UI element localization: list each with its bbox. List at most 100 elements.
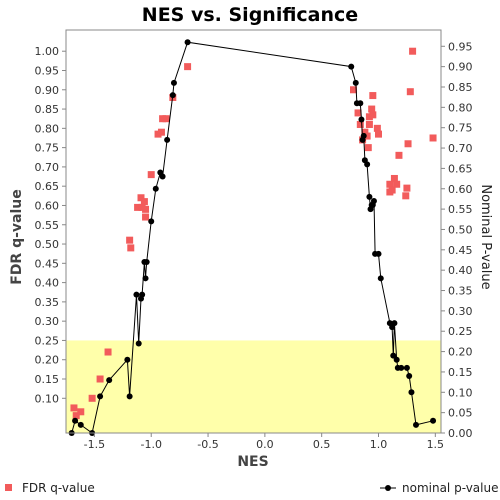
- y-right-tick-label: 0.30: [448, 305, 473, 318]
- nominal-point: [135, 340, 142, 347]
- fdr-point: [375, 130, 382, 138]
- y-right-tick-label: 0.25: [448, 325, 473, 338]
- y-right-tick-label: 0.05: [448, 407, 473, 420]
- y-right-tick-label: 0.45: [448, 244, 473, 257]
- fdr-point: [70, 404, 78, 412]
- nominal-point: [366, 193, 373, 200]
- nominal-point: [398, 364, 405, 371]
- x-tick-label: 0.5: [313, 438, 331, 451]
- nominal-point: [169, 92, 176, 99]
- fdr-point: [402, 192, 410, 200]
- nominal-point: [358, 116, 365, 123]
- nominal-point: [390, 352, 397, 359]
- y-left-tick-label: 0.85: [35, 103, 60, 116]
- significance-band: [66, 340, 441, 433]
- x-axis: -1.5 -1.0 -0.5 0.0 0.5 1.0 1.5: [84, 433, 444, 451]
- nominal-point: [97, 393, 104, 400]
- fdr-point: [356, 120, 364, 128]
- legend: FDR q-value nominal p-value: [5, 481, 498, 495]
- fdr-point: [77, 408, 85, 416]
- x-tick-label: 0.0: [256, 438, 274, 451]
- nominal-point: [348, 63, 355, 70]
- x-tick-label: -0.5: [197, 438, 218, 451]
- nominal-point: [413, 421, 419, 428]
- y-left-tick-label: 0.30: [35, 315, 60, 328]
- fdr-point: [404, 140, 412, 148]
- nominal-point: [143, 259, 150, 266]
- y-right-tick-label: 0.65: [448, 162, 473, 175]
- legend-fdr-swatch: [5, 484, 12, 491]
- y-right-tick-label: 0.00: [448, 427, 473, 440]
- y-left-tick-label: 0.65: [35, 180, 60, 193]
- chart-title: NES vs. Significance: [142, 4, 358, 26]
- nominal-point: [148, 218, 155, 225]
- x-axis-label: NES: [237, 454, 268, 470]
- nominal-point: [375, 250, 382, 257]
- fdr-point: [142, 205, 150, 213]
- y-left-tick-label: 1.00: [35, 45, 60, 58]
- y-right-tick-label: 0.55: [448, 203, 473, 216]
- legend-fdr-label: FDR q-value: [22, 481, 95, 495]
- y-left-tick-label: 0.95: [35, 64, 60, 77]
- fdr-point: [184, 63, 192, 71]
- fdr-point: [354, 109, 362, 117]
- nominal-point: [370, 197, 377, 204]
- fdr-point: [369, 111, 377, 119]
- nominal-point: [72, 417, 79, 424]
- fdr-point: [147, 171, 155, 179]
- nominal-point: [391, 320, 398, 327]
- y-left-tick-label: 0.80: [35, 122, 60, 135]
- nominal-point: [184, 39, 191, 46]
- legend-nominal-label: nominal p-value: [402, 481, 498, 495]
- y-left-tick-label: 0.45: [35, 257, 60, 270]
- fdr-point: [137, 194, 145, 202]
- nominal-point: [159, 173, 166, 180]
- fdr-point: [395, 151, 403, 159]
- y-axis-right-label: Nominal P-value: [478, 184, 493, 289]
- y-right-tick-label: 0.70: [448, 142, 473, 155]
- fdr-point: [409, 47, 417, 55]
- y-right-tick-label: 0.10: [448, 386, 473, 399]
- x-tick-label: -1.5: [84, 438, 105, 451]
- nominal-point: [360, 132, 367, 139]
- fdr-point: [364, 144, 372, 152]
- nominal-point: [357, 100, 364, 107]
- y-axis-right: 0.00 0.05 0.10 0.15 0.20 0.25 0.30 0.35 0.40 0.45…: [441, 40, 473, 440]
- x-tick-label: 1.0: [370, 438, 388, 451]
- fdr-point: [393, 180, 401, 188]
- fdr-point: [369, 92, 377, 100]
- fdr-point: [406, 88, 414, 96]
- x-tick-label: -1.0: [140, 438, 161, 451]
- legend-nominal-swatch: [385, 485, 391, 491]
- fdr-point: [373, 124, 381, 132]
- y-axis-left: 0.10 0.15 0.20 0.25 0.30 0.35 0.40 0.45 0.50 0.55…: [35, 45, 66, 405]
- y-right-tick-label: 0.20: [448, 346, 473, 359]
- nominal-point: [164, 136, 171, 143]
- nominal-point: [406, 373, 413, 380]
- y-left-tick-label: 0.70: [35, 161, 60, 174]
- fdr-point: [363, 132, 371, 140]
- fdr-point: [142, 213, 150, 221]
- fdr-point: [162, 115, 170, 123]
- nominal-point: [403, 364, 410, 371]
- nominal-point: [124, 356, 131, 363]
- y-left-tick-label: 0.55: [35, 219, 60, 232]
- nominal-point: [142, 275, 149, 282]
- nominal-point: [430, 417, 437, 424]
- y-left-tick-label: 0.75: [35, 142, 60, 155]
- fdr-point: [403, 184, 411, 192]
- nominal-series: [68, 39, 437, 436]
- fdr-point: [126, 236, 134, 244]
- fdr-point: [104, 348, 112, 356]
- nominal-point: [377, 275, 384, 282]
- nominal-point: [152, 185, 159, 192]
- y-left-tick-label: 0.40: [35, 277, 60, 290]
- fdr-point: [72, 412, 80, 420]
- y-right-tick-label: 0.50: [448, 223, 473, 236]
- y-right-tick-label: 0.75: [448, 122, 473, 135]
- y-right-tick-label: 0.85: [448, 81, 473, 94]
- plot-frame: [65, 29, 442, 434]
- y-left-tick-label: 0.25: [35, 334, 60, 347]
- y-right-tick-label: 0.90: [448, 61, 473, 74]
- x-tick-label: 1.5: [427, 438, 445, 451]
